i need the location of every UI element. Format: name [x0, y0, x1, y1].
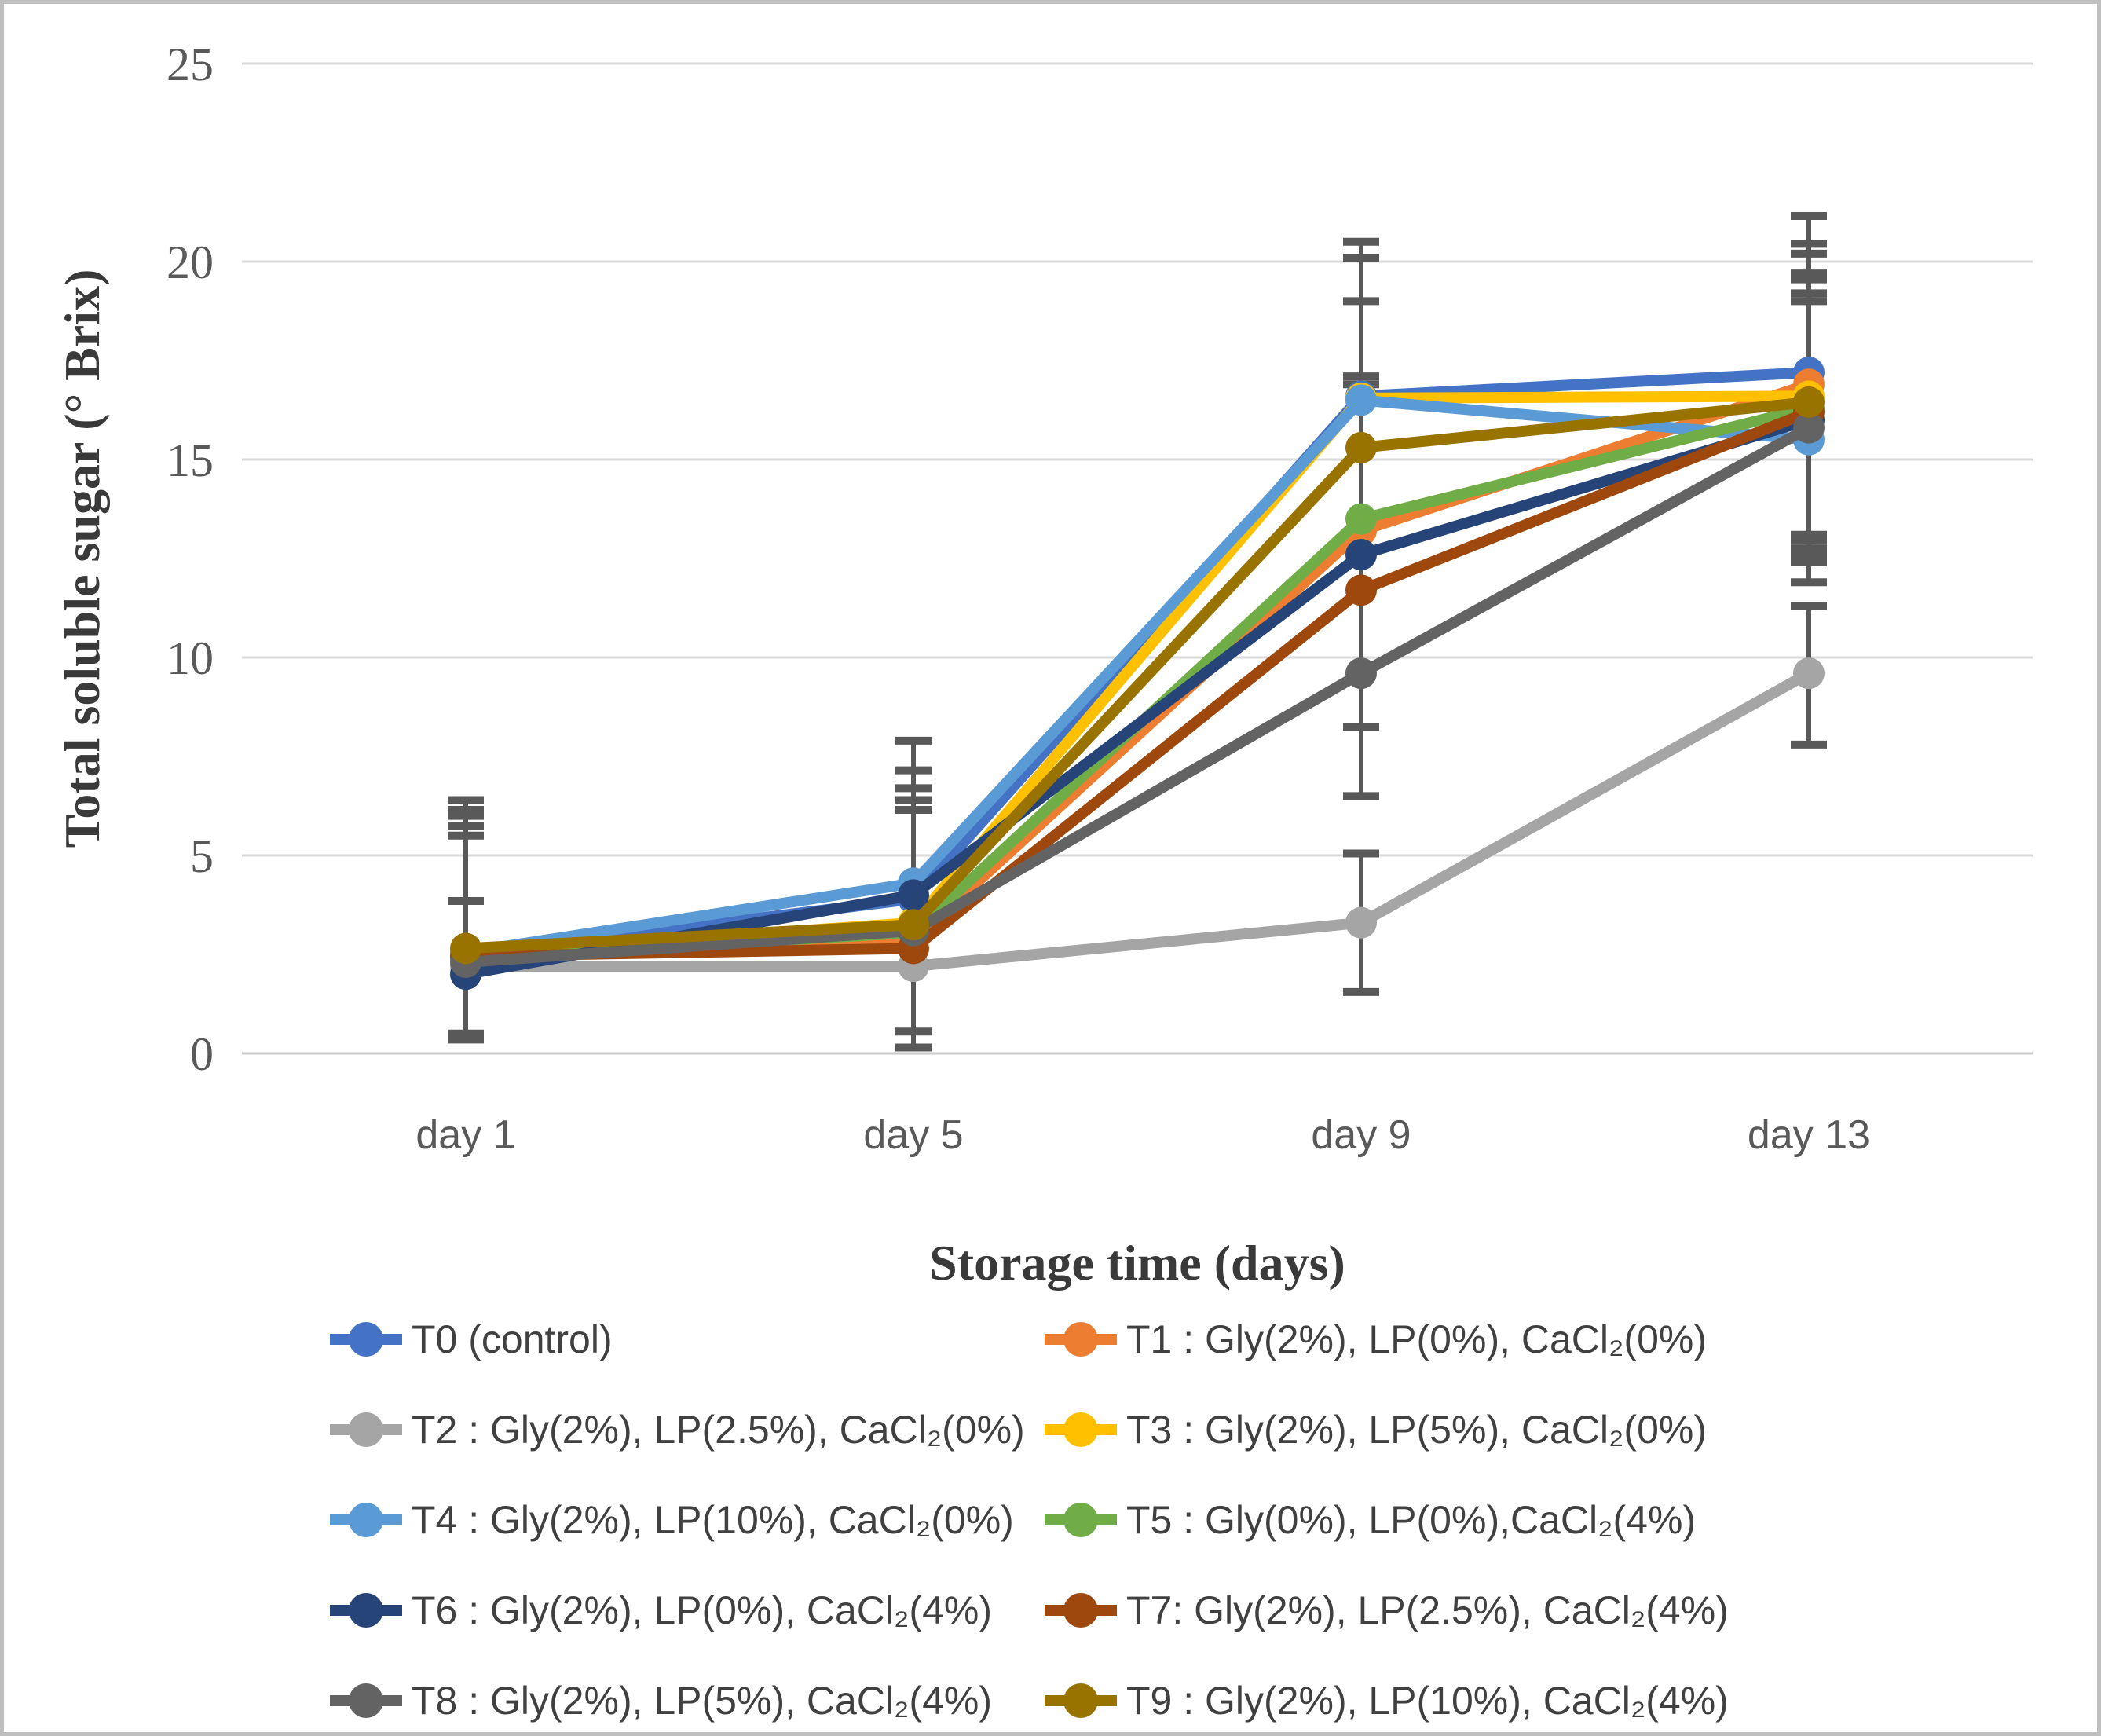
y-tick-label: 10	[167, 632, 214, 684]
y-tick-label: 25	[167, 38, 214, 90]
series-marker-T6	[1345, 538, 1377, 570]
x-tick-label: day 9	[1311, 1112, 1411, 1158]
x-tick-label: day 5	[863, 1112, 963, 1158]
y-tick-label: 20	[167, 236, 214, 288]
x-tick-label: day 13	[1748, 1112, 1870, 1158]
series-marker-T2	[1345, 906, 1377, 939]
legend-marker-icon-T5	[1063, 1503, 1098, 1537]
legend-marker-icon-T7	[1063, 1593, 1098, 1628]
legend-marker-icon-T2	[349, 1412, 383, 1447]
legend-label-T4: T4 : Gly(2%), LP(10%), CaCl₂(0%)	[412, 1498, 1014, 1542]
series-marker-T7	[1345, 574, 1377, 606]
legend-marker-icon-T1	[1063, 1322, 1098, 1357]
legend-label-T0: T0 (control)	[412, 1317, 613, 1361]
legend-label-T8: T8 : Gly(2%), LP(5%), CaCl₂(4%)	[412, 1679, 992, 1723]
series-line-T1	[460, 379, 1814, 962]
series-marker-T8	[1345, 657, 1377, 690]
y-tick-label: 5	[190, 830, 214, 882]
legend-label-T7: T7: Gly(2%), LP(2.5%), CaCl₂(4%)	[1126, 1588, 1729, 1632]
series-marker-T9	[1793, 386, 1825, 418]
series-marker-T2	[1793, 657, 1825, 690]
y-axis-title: Total soluble sugar (° Brix)	[54, 269, 110, 848]
series-line-T6	[460, 414, 1814, 980]
legend-marker-icon-T6	[349, 1593, 383, 1628]
series-marker-T6	[898, 879, 929, 911]
legend-label-T1: T1 : Gly(2%), LP(0%), CaCl₂(0%)	[1126, 1317, 1707, 1361]
y-tick-label: 0	[190, 1028, 214, 1080]
legend-marker-icon-T4	[349, 1503, 383, 1537]
legend-label-T6: T6 : Gly(2%), LP(0%), CaCl₂(4%)	[412, 1588, 992, 1632]
legend-marker-icon-T3	[1063, 1412, 1098, 1447]
series-marker-T9	[1345, 431, 1377, 463]
legend-label-T3: T3 : Gly(2%), LP(5%), CaCl₂(0%)	[1126, 1408, 1707, 1452]
legend-marker-icon-T0	[349, 1322, 383, 1357]
legend-label-T5: T5 : Gly(0%), LP(0%),CaCl₂(4%)	[1126, 1498, 1696, 1542]
series-marker-T9	[898, 909, 929, 941]
series-marker-T9	[450, 932, 481, 965]
series-line-T7	[460, 406, 1814, 962]
x-tick-label: day 1	[415, 1112, 515, 1158]
series-line-T8	[460, 422, 1814, 969]
legend-marker-icon-T9	[1063, 1683, 1098, 1718]
y-tick-label: 15	[167, 434, 214, 486]
legend-marker-icon-T8	[349, 1683, 383, 1718]
series-line-T9	[460, 396, 1814, 954]
legend-label-T9: T9 : Gly(2%), LP(10%), CaCl₂(4%)	[1126, 1679, 1729, 1723]
legend-label-T2: T2 : Gly(2%), LP(2.5%), CaCl₂(0%)	[412, 1408, 1025, 1452]
series-marker-T5	[1345, 503, 1377, 535]
series-line-T2	[460, 668, 1814, 972]
series-marker-T4	[1345, 384, 1377, 416]
series-marker-T8	[1793, 412, 1825, 444]
x-axis-title: Storage time (days)	[929, 1235, 1345, 1291]
